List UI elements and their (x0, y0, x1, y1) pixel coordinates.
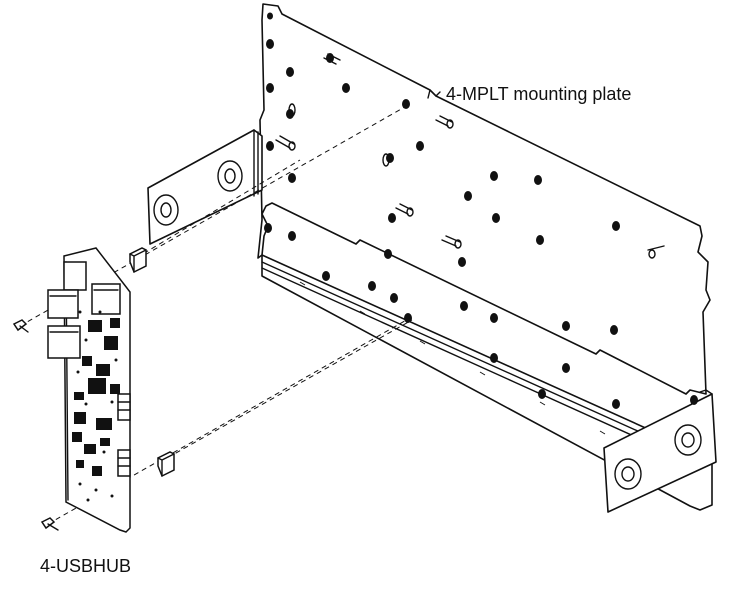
mounting-plate-body (257, 3, 711, 395)
mounting-plate-label: 4-MPLT mounting plate (446, 84, 632, 104)
usb-hub-board (47, 247, 131, 533)
left-mounting-tab (147, 129, 263, 245)
screws (12, 319, 59, 531)
plate-studs (264, 12, 698, 409)
right-mounting-tab (603, 393, 717, 513)
usb-hub-label: 4-USBHUB (40, 556, 132, 576)
mounting-plate (147, 3, 717, 513)
pcb-standoffs (129, 247, 175, 478)
plate-standoffs (275, 53, 665, 259)
